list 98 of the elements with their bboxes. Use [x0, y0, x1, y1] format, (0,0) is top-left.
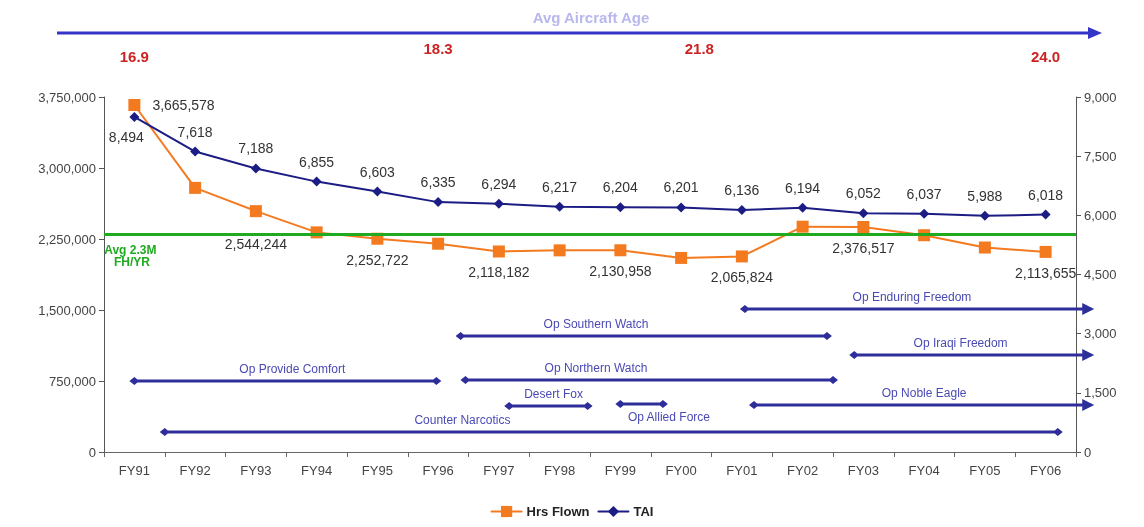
point	[797, 202, 808, 213]
point	[978, 241, 991, 254]
data-label: 2,376,517	[832, 240, 895, 257]
text: 18.3	[423, 40, 453, 57]
point	[493, 198, 504, 209]
point	[614, 244, 627, 257]
annotation: Op Enduring Freedom	[852, 290, 972, 304]
point	[250, 163, 261, 174]
y2-tick-label: 1,500	[1084, 385, 1117, 401]
y2-tick-label: 6,000	[1084, 207, 1117, 223]
x-tick-label: FY97	[483, 463, 515, 478]
data-label: 6,855	[299, 153, 335, 170]
annotation: Desert Fox	[524, 387, 583, 401]
data-label: 8,494	[108, 128, 145, 145]
point	[553, 244, 566, 257]
legend-label: TAI	[633, 504, 654, 519]
point	[492, 245, 505, 258]
point	[857, 221, 870, 234]
point	[736, 204, 747, 215]
point	[979, 210, 990, 221]
y-tick-label: 0	[88, 444, 96, 460]
legend-label: Hrs Flown	[526, 504, 590, 519]
x-tick-label: FY01	[726, 463, 758, 478]
text: 24.0	[1031, 48, 1061, 65]
x-tick-label: FY06	[1030, 463, 1062, 478]
point	[249, 205, 262, 218]
y-tick-label: 750,000	[49, 373, 96, 389]
y-tick-label: 3,000,000	[38, 160, 96, 176]
y-tick-label: 1,500,000	[38, 302, 96, 318]
point	[1039, 245, 1052, 258]
annotation: Op Southern Watch	[543, 317, 649, 331]
y2-tick-label: 0	[1084, 444, 1092, 460]
point	[1040, 209, 1051, 220]
point	[735, 250, 748, 263]
data-label: 6,294	[481, 175, 517, 192]
point	[372, 186, 383, 197]
data-label: 6,204	[602, 179, 639, 196]
text: 16.9	[119, 48, 149, 65]
point	[190, 146, 201, 157]
data-label: 2,130,958	[589, 263, 652, 280]
point	[432, 237, 445, 250]
data-label: 5,988	[967, 187, 1003, 204]
data-label: 6,052	[845, 185, 882, 202]
data-label: 6,201	[663, 179, 699, 196]
y2-tick-label: 9,000	[1084, 89, 1117, 105]
data-label: 2,544,244	[224, 236, 288, 253]
annotation: Op Noble Eagle	[881, 386, 967, 400]
annotation: Op Provide Comfort	[239, 362, 346, 376]
point	[676, 202, 687, 213]
data-label: 3,665,578	[152, 96, 215, 113]
y2-tick-label: 4,500	[1084, 267, 1117, 282]
x-tick-label: FY04	[908, 463, 940, 478]
annotation: Op Northern Watch	[544, 361, 648, 375]
data-label: 7,188	[238, 140, 274, 157]
text: 21.8	[684, 40, 714, 57]
point	[311, 176, 322, 187]
x-tick-label: FY03	[847, 463, 879, 478]
y-tick-label: 2,250,000	[38, 231, 96, 247]
point	[433, 197, 444, 208]
annotation: Op Iraqi Freedom	[913, 336, 1008, 350]
x-tick-label: FY91	[118, 463, 150, 478]
y2-tick-label: 7,500	[1084, 148, 1117, 164]
x-tick-label: FY95	[361, 463, 393, 478]
data-label: 2,252,722	[346, 251, 409, 268]
data-label: 6,217	[542, 178, 578, 195]
x-tick-label: FY92	[179, 463, 211, 478]
annotation: Counter Narcotics	[414, 413, 511, 427]
x-tick-label: FY94	[301, 463, 333, 478]
data-label: 6,037	[906, 185, 942, 202]
data-label: 6,136	[724, 181, 760, 198]
x-tick-label: FY98	[544, 463, 576, 478]
data-label: 6,018	[1028, 186, 1064, 203]
point	[189, 181, 202, 194]
annotation: Op Allied Force	[627, 410, 711, 424]
data-label: 7,618	[177, 123, 213, 140]
x-tick-label: FY05	[969, 463, 1001, 478]
y-tick-label: 3,750,000	[38, 89, 96, 105]
point	[675, 251, 688, 264]
x-tick-label: FY00	[665, 463, 697, 478]
data-label: 6,194	[785, 179, 821, 196]
text: Avg Aircraft Age	[532, 9, 650, 26]
point	[129, 111, 140, 122]
x-tick-label: FY96	[422, 463, 454, 478]
data-label: 6,335	[420, 174, 456, 191]
data-label: 2,118,182	[468, 264, 530, 281]
data-label: 2,113,655	[1015, 264, 1077, 281]
data-label: 6,603	[359, 163, 396, 180]
point	[919, 208, 930, 219]
point	[128, 98, 141, 111]
x-tick-label: FY02	[787, 463, 819, 478]
point	[554, 201, 565, 212]
y2-tick-label: 3,000	[1084, 326, 1117, 342]
x-tick-label: FY93	[240, 463, 272, 478]
point	[615, 202, 626, 213]
point	[796, 220, 809, 233]
x-tick-label: FY99	[604, 463, 636, 478]
data-label: 2,065,824	[710, 269, 774, 286]
point	[858, 208, 869, 219]
